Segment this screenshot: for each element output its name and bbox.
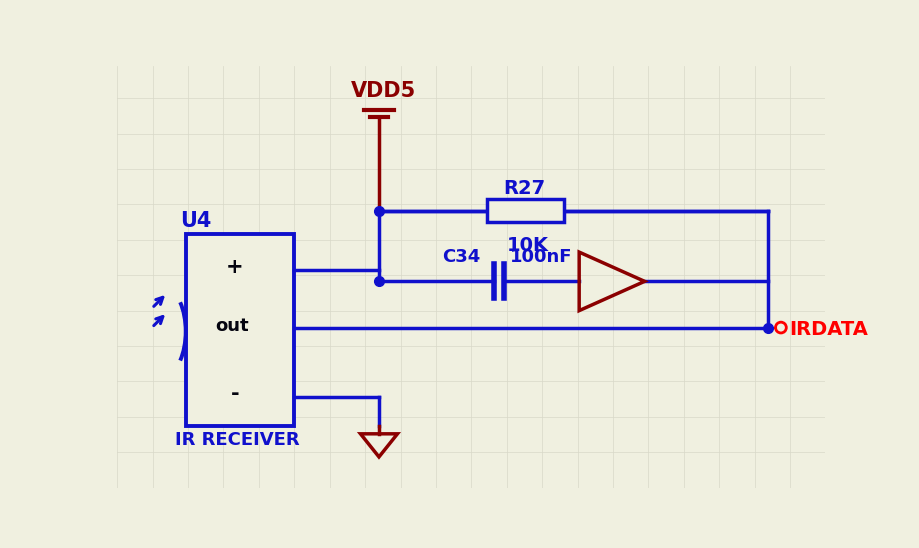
Text: 100nF: 100nF [510,248,573,266]
Text: -: - [231,384,239,404]
Text: U4: U4 [180,212,211,231]
Text: IRDATA: IRDATA [789,320,868,339]
Text: 10K: 10K [506,236,549,255]
Text: +: + [226,257,244,277]
Text: VDD5: VDD5 [351,81,416,101]
Bar [187,233,294,426]
Text: R27: R27 [504,179,546,198]
Text: IR RECEIVER: IR RECEIVER [175,431,300,449]
Text: C34: C34 [442,248,481,266]
Text: out: out [215,317,248,335]
Bar [487,199,563,222]
